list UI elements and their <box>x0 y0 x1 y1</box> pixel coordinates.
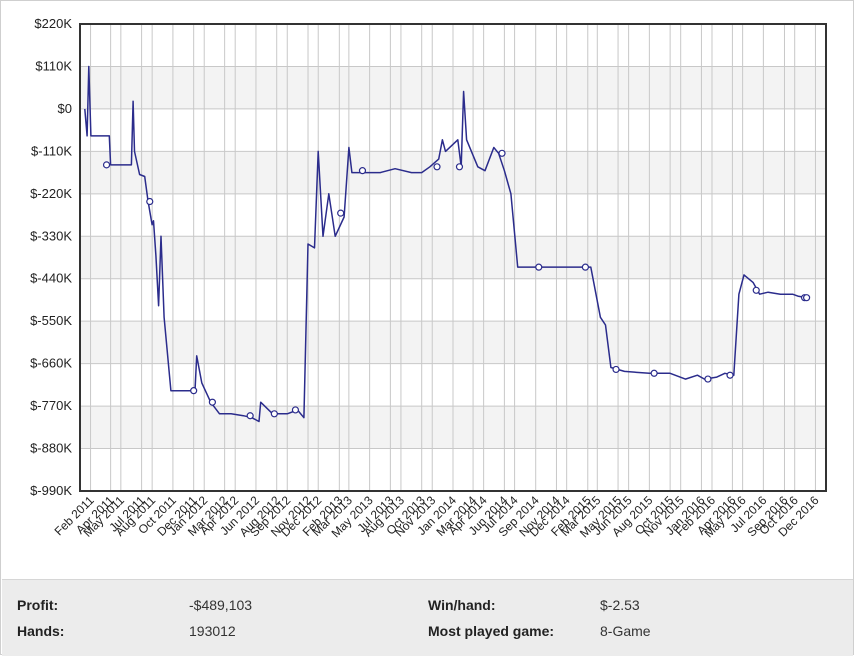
data-point <box>270 410 278 418</box>
y-tick-label: $-330K <box>30 228 72 243</box>
y-tick-label: $220K <box>34 16 72 31</box>
profit-chart: $220K $110K $0 $-110K $-220K $-330K $-440K $-55… <box>30 16 827 540</box>
data-point <box>803 294 811 302</box>
y-tick-label: $0 <box>58 101 72 116</box>
most-played-game-value: 8-Game <box>600 623 651 639</box>
data-point <box>337 209 345 217</box>
win-per-hand-label: Win/hand: <box>428 597 496 613</box>
data-point <box>581 263 589 271</box>
hands-value: 193012 <box>189 623 236 639</box>
y-tick-label: $-770K <box>30 398 72 413</box>
data-point <box>498 149 506 157</box>
data-point <box>650 369 658 377</box>
series-profit <box>84 65 811 423</box>
most-played-game-label: Most played game: <box>428 623 555 639</box>
data-point <box>535 263 543 271</box>
data-point <box>612 365 620 374</box>
y-tick-label: $-660K <box>30 356 72 371</box>
data-point <box>455 163 464 171</box>
data-point <box>246 412 254 420</box>
y-tick-label: $-440K <box>30 271 72 286</box>
y-tick-label: $-550K <box>30 313 72 328</box>
plot-border <box>79 23 827 492</box>
data-point <box>752 286 760 294</box>
y-tick-label: $-220K <box>30 186 72 201</box>
data-point <box>726 371 734 379</box>
data-point <box>146 197 154 206</box>
data-point <box>190 387 198 395</box>
y-axis-ticks: $220K $110K $0 $-110K $-220K $-330K $-440K $-55… <box>30 16 72 498</box>
data-point <box>102 161 111 169</box>
series-line <box>84 65 807 423</box>
data-point <box>358 167 367 175</box>
data-point <box>433 163 441 171</box>
y-tick-label: $110K <box>35 58 72 73</box>
data-point <box>704 375 712 383</box>
profit-label: Profit: <box>17 597 59 613</box>
y-tick-label: $-880K <box>30 441 72 456</box>
hands-label: Hands: <box>17 623 65 639</box>
y-tick-label: $-990K <box>30 483 72 498</box>
profit-value: -$489,103 <box>189 597 253 613</box>
win-per-hand-value: $-2.53 <box>600 597 640 613</box>
stats-panel: Profit: -$489,103 Win/hand: $-2.53 Hands… <box>2 579 853 656</box>
data-point <box>208 398 216 406</box>
data-point <box>291 406 300 414</box>
y-tick-label: $-110K <box>31 143 72 158</box>
